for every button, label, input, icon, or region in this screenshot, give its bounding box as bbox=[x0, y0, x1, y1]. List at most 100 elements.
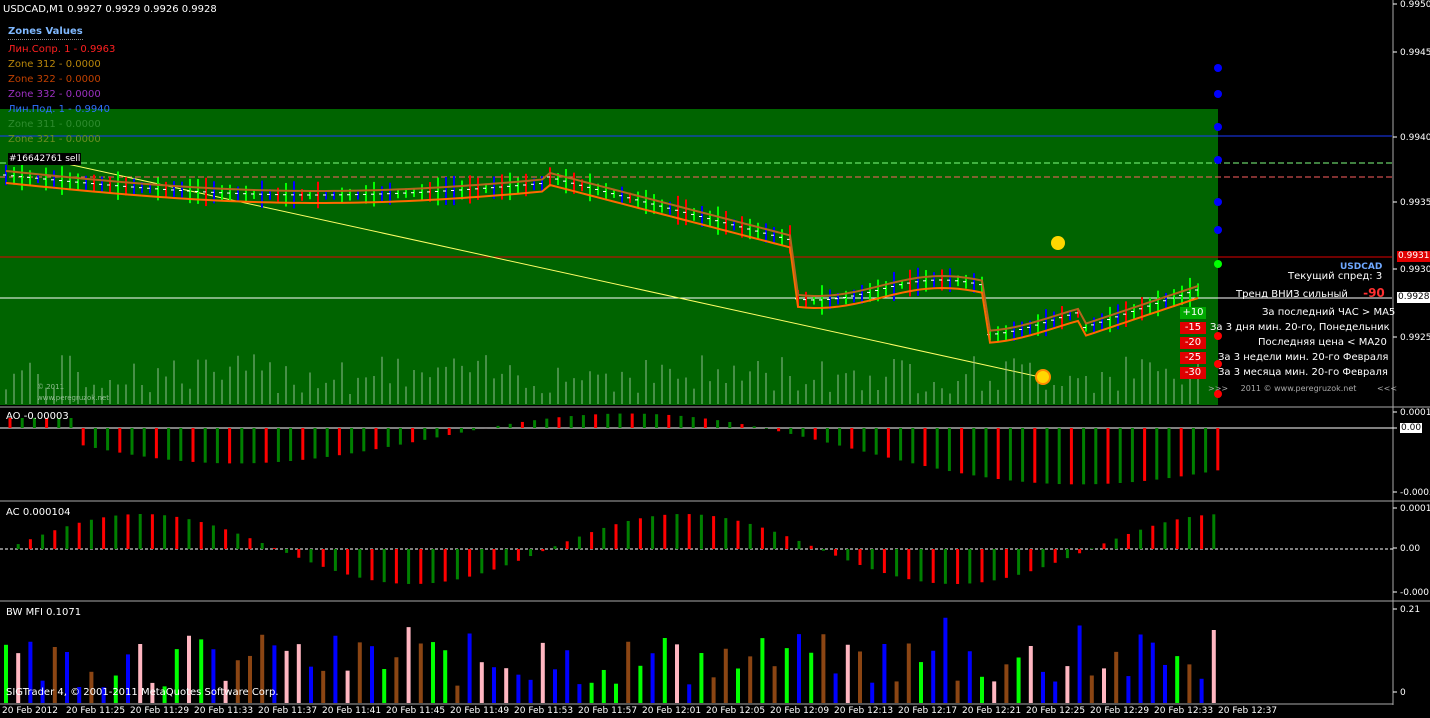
info-row-score: -20 bbox=[1180, 337, 1206, 349]
info-spread: Текущий спред: 3 bbox=[1288, 271, 1383, 282]
mfi-panel bbox=[4, 617, 1216, 703]
time-axis-label: 20 Feb 12:01 bbox=[642, 706, 702, 716]
watermark-site: www.peregruzok.net bbox=[37, 394, 110, 402]
watermark-year: © 2011 bbox=[37, 383, 65, 391]
time-axis-label: 20 Feb 11:33 bbox=[194, 706, 254, 716]
ac-bars bbox=[16, 514, 1216, 584]
ao-panel bbox=[0, 413, 1393, 485]
footer-text: 2011 © www.peregruzok.net bbox=[1240, 384, 1357, 393]
info-row-text: Последняя цена < MA20 bbox=[1258, 337, 1387, 348]
time-axis-label: 20 Feb 11:29 bbox=[130, 706, 190, 716]
price-tag-red: 0.9931 bbox=[1397, 251, 1430, 262]
signal-dot bbox=[1214, 198, 1222, 206]
time-axis-label: 20 Feb 12:09 bbox=[770, 706, 830, 716]
info-row-text: За 3 месяца мин. 20-го Февраля bbox=[1218, 367, 1388, 378]
copyright: SIGTrader 4, © 2001-2011 MetaQuotes Soft… bbox=[6, 687, 279, 698]
info-row-score: -15 bbox=[1180, 322, 1206, 334]
signal-dot bbox=[1214, 226, 1222, 234]
signal-dot bbox=[1214, 64, 1222, 72]
zone-item: Zone 312 - 0.0000 bbox=[8, 59, 101, 70]
ao-axis-zero: 0.00 bbox=[1400, 423, 1423, 433]
ma-fast-line bbox=[5, 182, 1199, 344]
time-axis-label: 20 Feb 11:45 bbox=[386, 706, 446, 716]
price-tag-bid: 0.9928 bbox=[1397, 292, 1430, 303]
zone-item: Zone 322 - 0.0000 bbox=[8, 74, 101, 85]
time-axis-label: 20 Feb 11:49 bbox=[450, 706, 510, 716]
mfi-bars bbox=[4, 617, 1216, 703]
zone-item: Zone 311 - 0.0000 bbox=[8, 119, 101, 130]
price-axis-label: 0.9935 bbox=[1400, 198, 1430, 208]
trend-value: -90 bbox=[1363, 286, 1385, 300]
time-axis-label: 20 Feb 12:13 bbox=[834, 706, 894, 716]
signal-dot bbox=[1214, 260, 1222, 268]
info-footer: >>> 2011 © www.peregruzok.net <<< bbox=[1208, 383, 1397, 395]
time-axis-label: 20 Feb 11:57 bbox=[578, 706, 638, 716]
price-axis-label: 0.9925 bbox=[1400, 333, 1430, 343]
ac-panel bbox=[0, 514, 1393, 584]
price-axis-ticks bbox=[1393, 3, 1397, 693]
info-row-text: За 3 дня мин. 20-го, Понедельник bbox=[1210, 322, 1390, 333]
ac-axis-zero: 0.00 bbox=[1400, 544, 1421, 554]
price-axis-label: 0.9930 bbox=[1400, 265, 1430, 275]
zones-title: Zones Values bbox=[8, 26, 83, 40]
mfi-axis-top: 0.21 bbox=[1400, 605, 1421, 615]
yellow-dot-marker bbox=[1051, 236, 1065, 250]
signal-dot bbox=[1214, 156, 1222, 164]
footer-right: <<< bbox=[1376, 384, 1398, 393]
mfi-axis-bottom: 0 bbox=[1400, 688, 1406, 698]
price-axis-label: 0.9945 bbox=[1400, 48, 1430, 58]
signal-dot bbox=[1214, 332, 1222, 340]
signal-dot bbox=[1214, 90, 1222, 98]
time-axis-label: 20 Feb 11:53 bbox=[514, 706, 574, 716]
zone-item: Zone 332 - 0.0000 bbox=[8, 89, 101, 100]
mfi-title: BW MFI 0.1071 bbox=[6, 607, 82, 618]
price-axis-label: 0.9950 bbox=[1400, 0, 1430, 10]
ao-title: AO -0.00003 bbox=[6, 411, 69, 422]
yellow-ring-marker bbox=[1035, 369, 1051, 385]
chart-header: USDCAD,M1 0.9927 0.9929 0.9926 0.9928 bbox=[3, 4, 217, 16]
info-row: -30 За 3 месяца мин. 20-го Февраля bbox=[1180, 367, 1388, 379]
time-axis-label: 20 Feb 2012 bbox=[2, 706, 59, 716]
time-axis-label: 20 Feb 12:29 bbox=[1090, 706, 1150, 716]
volume-bars bbox=[5, 354, 1199, 404]
info-row-score: +10 bbox=[1180, 307, 1206, 319]
time-axis-label: 20 Feb 12:05 bbox=[706, 706, 766, 716]
signal-dot bbox=[1214, 360, 1222, 368]
info-row: +10 За последний ЧАС > MA5 bbox=[1180, 307, 1395, 319]
info-symbol: USDCAD bbox=[1340, 262, 1383, 272]
signal-dots bbox=[1214, 64, 1222, 398]
info-row: -15 За 3 дня мин. 20-го, Понедельник bbox=[1180, 322, 1390, 334]
ac-axis-bottom: -0.00015 bbox=[1400, 588, 1430, 598]
price-axis-label: 0.9940 bbox=[1400, 133, 1430, 143]
ohlc-label: 0.9927 0.9929 0.9926 0.9928 bbox=[67, 4, 217, 15]
ma-slow-line bbox=[5, 170, 1199, 332]
info-row: -20 Последняя цена < MA20 bbox=[1180, 337, 1387, 349]
zone-item: Лин.Сопр. 1 - 0.9963 bbox=[8, 44, 116, 55]
ao-axis-top: 0.00014 bbox=[1400, 408, 1430, 418]
time-axis-label: 20 Feb 12:21 bbox=[962, 706, 1022, 716]
main-price-panel bbox=[0, 64, 1392, 405]
ac-title: AC 0.000104 bbox=[6, 507, 71, 518]
zone-item: Zone 321 - 0.0000 bbox=[8, 134, 101, 145]
time-axis-label: 20 Feb 12:37 bbox=[1218, 706, 1278, 716]
footer-left: >>> bbox=[1208, 384, 1229, 393]
signal-dot bbox=[1214, 390, 1222, 398]
ac-axis-top: 0.00014 bbox=[1400, 504, 1430, 514]
time-axis-label: 20 Feb 11:37 bbox=[258, 706, 318, 716]
info-row-text: За 3 недели мин. 20-го Февраля bbox=[1218, 352, 1389, 363]
time-axis-label: 20 Feb 11:41 bbox=[322, 706, 382, 716]
info-row-score: -30 bbox=[1180, 367, 1206, 379]
ao-axis-bottom: -0.00054 bbox=[1400, 488, 1430, 498]
order-label[interactable]: #16642761 sell bbox=[8, 153, 82, 165]
info-row-score: -25 bbox=[1180, 352, 1206, 364]
time-axis-label: 20 Feb 11:25 bbox=[66, 706, 126, 716]
signal-dot bbox=[1214, 123, 1222, 131]
trend-label: Тренд ВНИЗ сильный bbox=[1236, 289, 1348, 300]
info-trend: Тренд ВНИЗ сильный -90 bbox=[1236, 287, 1385, 301]
info-row-text: За последний ЧАС > MA5 bbox=[1262, 307, 1396, 318]
time-axis-label: 20 Feb 12:17 bbox=[898, 706, 958, 716]
zone-item: Лин.Под. 1 - 0.9940 bbox=[8, 104, 110, 115]
time-axis-label: 20 Feb 12:25 bbox=[1026, 706, 1086, 716]
symbol-label: USDCAD,M1 bbox=[3, 4, 65, 15]
